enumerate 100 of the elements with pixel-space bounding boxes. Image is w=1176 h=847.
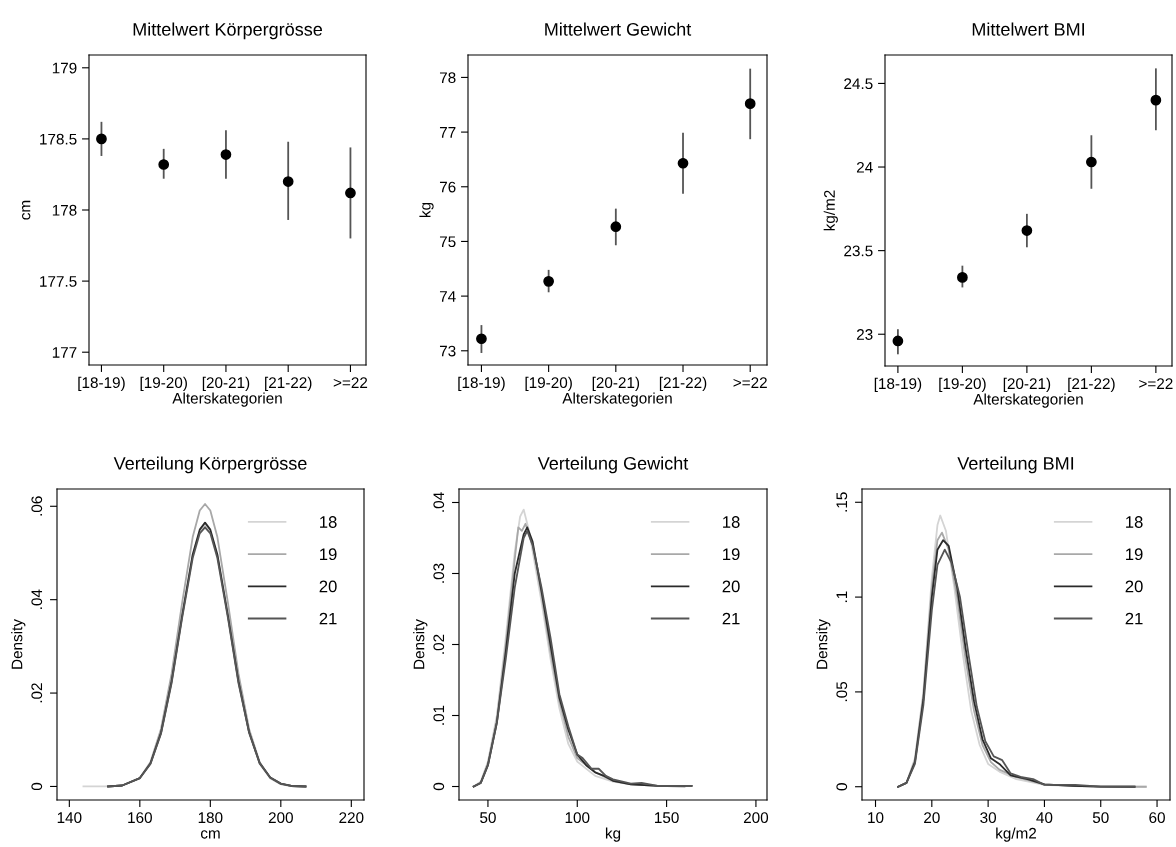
y-tick-label: .02	[433, 634, 445, 654]
point	[476, 333, 487, 345]
legend-label: 19	[723, 548, 740, 561]
y-tick-label: 178	[52, 204, 77, 216]
x-tick-label: 40	[1036, 812, 1053, 824]
y-tick-label: 75	[439, 236, 456, 248]
x-tick-label: 10	[868, 812, 884, 824]
x-axis-title: Alterskategorien	[172, 392, 282, 407]
point	[345, 187, 356, 199]
x-tick-label: 200	[743, 812, 769, 824]
legend-label: 21	[1125, 612, 1143, 625]
x-tick-label: >=22	[733, 377, 767, 388]
point	[220, 149, 232, 160]
x-tick-label: 220	[339, 812, 364, 824]
chart-title: Verteilung Gewicht	[537, 456, 689, 474]
x-tick-label: [18-19)	[874, 377, 922, 393]
x-tick-label: 100	[565, 812, 590, 824]
x-tick-label: [19-20)	[140, 376, 187, 392]
point	[158, 159, 170, 170]
y-axis-title: Density	[11, 619, 26, 669]
y-tick-label: .02	[31, 683, 43, 703]
y-tick-label: .04	[31, 589, 43, 609]
legend-label: 18	[320, 516, 337, 528]
y-axis-title: kg	[419, 202, 434, 218]
x-tick-label: 160	[128, 812, 152, 824]
x-tick-label: 50	[480, 812, 496, 824]
legend-label: 18	[1126, 516, 1143, 528]
x-axis-title: Alterskategorien	[973, 393, 1083, 408]
y-tick-label: 0	[836, 783, 848, 791]
x-axis-title: cm	[200, 830, 220, 839]
x-tick-label: 200	[268, 812, 293, 824]
x-tick-label: 140	[57, 812, 82, 824]
y-tick-label: 177	[52, 347, 77, 358]
y-tick-label: .01	[433, 705, 445, 725]
legend-label: 20	[722, 580, 740, 593]
point	[543, 275, 554, 287]
y-tick-label: .04	[433, 492, 445, 512]
x-tick-label: [21-22)	[659, 376, 707, 392]
chart-title: Mittelwert BMI	[972, 22, 1085, 36]
y-tick-label: 178.5	[40, 133, 77, 145]
y-tick-label: .15	[836, 492, 848, 512]
x-tick-label: [19-20)	[525, 376, 572, 392]
x-tick-label: 60	[1149, 812, 1165, 824]
legend-label: 19	[1126, 548, 1143, 561]
point	[1021, 225, 1033, 236]
point	[1150, 94, 1162, 106]
point	[282, 176, 294, 187]
y-tick-label: 78	[439, 72, 456, 84]
y-axis-title: Density	[413, 619, 428, 669]
y-tick-label: .03	[433, 563, 445, 583]
x-tick-label: 50	[1092, 812, 1109, 824]
y-tick-label: 177.5	[40, 276, 77, 287]
x-tick-label: [20-21)	[1003, 377, 1051, 393]
x-tick-label: 180	[198, 812, 223, 824]
point	[892, 335, 904, 347]
chart-title: Mittelwert Körpergrösse	[133, 22, 323, 40]
y-tick-label: .1	[836, 591, 848, 603]
legend-label: 20	[319, 580, 337, 593]
y-tick-label: 77	[439, 127, 456, 138]
y-tick-label: 24	[856, 161, 873, 173]
x-tick-label: [20-21)	[592, 376, 640, 392]
point	[1086, 156, 1097, 168]
x-tick-label: >=22	[1139, 378, 1173, 389]
y-axis-title: cm	[22, 200, 31, 220]
x-axis-title: Alterskategorien	[562, 392, 672, 407]
y-tick-label: 24.5	[844, 78, 873, 90]
chart-title: Mittelwert Gewicht	[545, 22, 692, 36]
point	[610, 221, 622, 233]
y-tick-label: 73	[439, 345, 456, 357]
y-tick-label: .06	[31, 496, 43, 516]
y-tick-label: 0	[31, 782, 43, 791]
x-tick-label: [18-19)	[458, 376, 505, 392]
x-tick-label: [21-22)	[265, 376, 312, 392]
legend-label: 21	[722, 612, 740, 625]
y-axis-title: Density	[816, 619, 831, 669]
y-tick-label: 23	[856, 329, 873, 340]
y-axis-title: kg/m2	[823, 190, 838, 231]
y-tick-label: 74	[439, 291, 456, 302]
x-tick-label: [20-21)	[202, 376, 250, 392]
y-tick-label: 76	[439, 181, 456, 193]
y-tick-label: .05	[836, 681, 848, 702]
x-tick-label: 30	[980, 812, 997, 824]
chart-title: Verteilung Körpergrösse	[113, 456, 307, 474]
legend-label: 18	[723, 516, 740, 528]
y-tick-label: 23.5	[844, 245, 873, 257]
legend-label: 19	[320, 548, 337, 561]
x-tick-label: [18-19)	[78, 376, 125, 392]
x-tick-label: 20	[924, 812, 940, 824]
y-tick-label: 179	[52, 62, 77, 74]
legend-label: 20	[1125, 580, 1143, 593]
y-tick-label: 0	[433, 782, 445, 791]
chart-title: Verteilung BMI	[957, 456, 1074, 474]
x-tick-label: [19-20)	[939, 377, 986, 393]
x-tick-label: 150	[655, 812, 679, 824]
legend-label: 21	[319, 612, 337, 625]
point	[744, 98, 756, 110]
point	[96, 133, 107, 145]
x-tick-label: [21-22)	[1068, 377, 1115, 393]
x-axis-title: kg	[605, 827, 621, 842]
x-axis-title: kg/m2	[996, 827, 1037, 842]
